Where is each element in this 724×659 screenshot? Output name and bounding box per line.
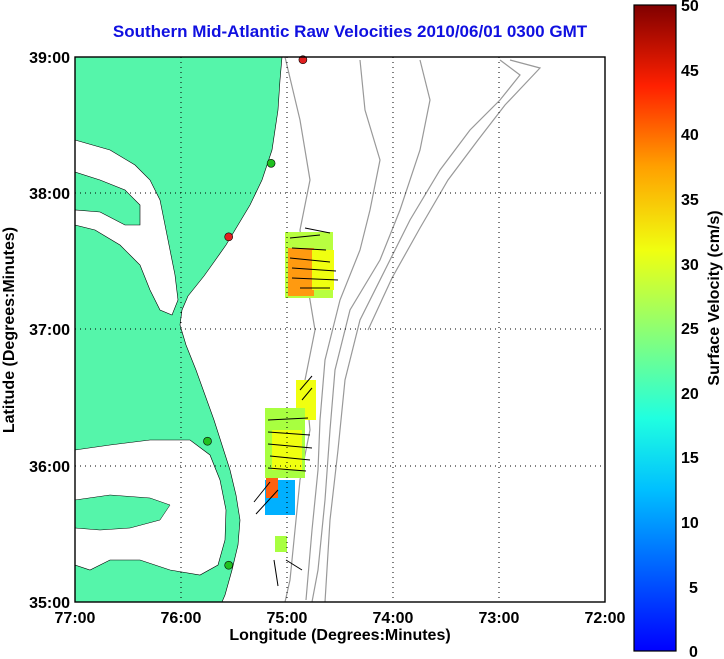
colorbar-ticks: 50 45 40 35 30 25 20 15 10 5 0 — [681, 0, 699, 659]
station-marker — [203, 436, 212, 446]
map-frame — [74, 56, 606, 603]
x-tick-label: 77:00 — [55, 610, 96, 627]
y-axis-label: Latitude (Degrees:Minutes) — [1, 227, 18, 433]
colorbar-tick-label: 50 — [681, 0, 699, 15]
bathymetry-contours — [284, 56, 542, 603]
colorbar-tick-label: 30 — [681, 257, 699, 274]
colorbar-tick-label: 45 — [681, 63, 699, 80]
velocity-vectors — [253, 227, 339, 587]
y-tick-label: 35:00 — [29, 595, 70, 612]
colorbar-label: Surface Velocity (cm/s) — [706, 210, 723, 385]
colorbar-tick-label: 20 — [681, 386, 699, 403]
colorbar — [633, 4, 677, 652]
sound-inlet — [74, 494, 171, 531]
station-marker — [266, 158, 276, 168]
x-tick-label: 73:00 — [479, 610, 520, 627]
colorbar-tick-label: 35 — [681, 192, 699, 209]
y-tick-label: 38:00 — [29, 186, 70, 203]
colorbar-tick-label: 0 — [689, 644, 698, 659]
x-axis-label: Longitude (Degrees:Minutes) — [229, 627, 450, 644]
y-tick-label: 37:00 — [29, 322, 70, 339]
colorbar-tick-label: 40 — [681, 127, 699, 144]
station-marker — [298, 55, 308, 65]
colorbar-tick-label: 10 — [681, 515, 699, 532]
x-tick-label: 76:00 — [161, 610, 202, 627]
x-tick-label: 75:00 — [267, 610, 308, 627]
radar-stations — [203, 55, 308, 570]
station-marker — [224, 560, 233, 570]
colorbar-tick-label: 25 — [681, 321, 699, 338]
chesapeake-bay — [74, 139, 179, 316]
grid-lines — [75, 57, 605, 602]
y-tick-label: 36:00 — [29, 459, 70, 476]
colorbar-tick-label: 15 — [681, 450, 699, 467]
station-marker — [224, 232, 233, 242]
colorbar-tick-label: 5 — [689, 580, 698, 597]
x-axis: 77:00 76:00 75:00 74:00 73:00 72:00 — [55, 610, 626, 627]
y-axis: 39:00 38:00 37:00 36:00 35:00 — [29, 50, 70, 612]
x-tick-label: 74:00 — [373, 610, 414, 627]
y-tick-label: 39:00 — [29, 50, 70, 67]
x-tick-label: 72:00 — [585, 610, 626, 627]
map-title: Southern Mid-Atlantic Raw Velocities 201… — [112, 22, 588, 41]
